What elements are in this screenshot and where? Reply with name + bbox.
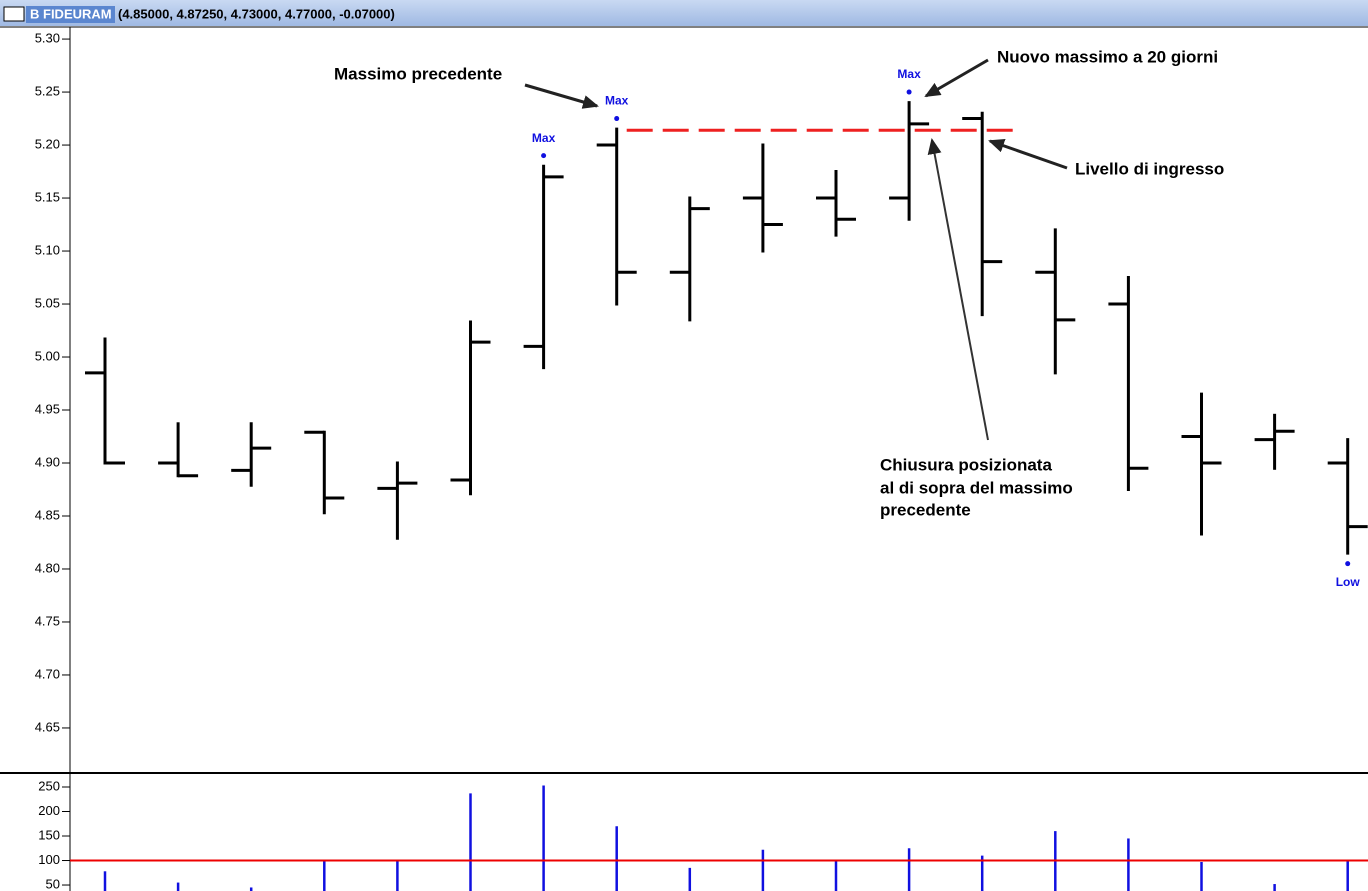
y-tick-label: 150	[38, 827, 60, 842]
marker	[614, 116, 620, 122]
y-tick-label: 100	[38, 852, 60, 867]
arrow	[927, 138, 989, 441]
annotation: Nuovo massimo a 20 giorni	[997, 47, 1218, 66]
marker	[1345, 561, 1351, 567]
title: B FIDEURAM	[30, 6, 112, 21]
annotation: al di sopra del massimo	[880, 478, 1073, 497]
y-tick-label: 50	[46, 876, 60, 891]
arrow	[524, 83, 599, 109]
y-tick-label: 5.10	[35, 242, 60, 257]
annotation: precedente	[880, 500, 971, 519]
y-tick-label: 5.15	[35, 189, 60, 204]
y-tick-label: 5.05	[35, 295, 60, 310]
subtitle: (4.85000, 4.87250, 4.73000, 4.77000, -0.…	[118, 6, 395, 21]
y-tick-label: 4.65	[35, 719, 60, 734]
annotation: Chiusura posizionata	[880, 455, 1052, 474]
y-tick-label: 4.80	[35, 560, 60, 575]
marker	[541, 153, 547, 159]
y-tick-label: 250	[38, 778, 60, 793]
annotation: Massimo precedente	[334, 64, 502, 83]
marker	[906, 89, 912, 95]
title-bar	[0, 0, 1368, 26]
arrow	[924, 58, 989, 98]
y-tick-label: 200	[38, 803, 60, 818]
arrow	[988, 139, 1068, 170]
annotation: Livello di ingresso	[1075, 159, 1224, 178]
y-tick-label: 4.90	[35, 454, 60, 469]
window-icon[interactable]	[3, 6, 25, 22]
y-tick-label: 5.20	[35, 136, 60, 151]
marker-label: Max	[605, 94, 629, 108]
title-highlight	[26, 6, 115, 23]
y-tick-label: 4.85	[35, 507, 60, 522]
y-tick-label: 5.00	[35, 348, 60, 363]
marker-label: Low	[1336, 575, 1361, 589]
y-tick-label: 4.75	[35, 613, 60, 628]
marker-label: Max	[532, 131, 556, 145]
y-tick-label: 5.25	[35, 83, 60, 98]
y-tick-label: 4.95	[35, 401, 60, 416]
marker-label: Max	[897, 67, 921, 81]
y-tick-label: 4.70	[35, 666, 60, 681]
y-tick-label: 5.30	[35, 31, 60, 46]
